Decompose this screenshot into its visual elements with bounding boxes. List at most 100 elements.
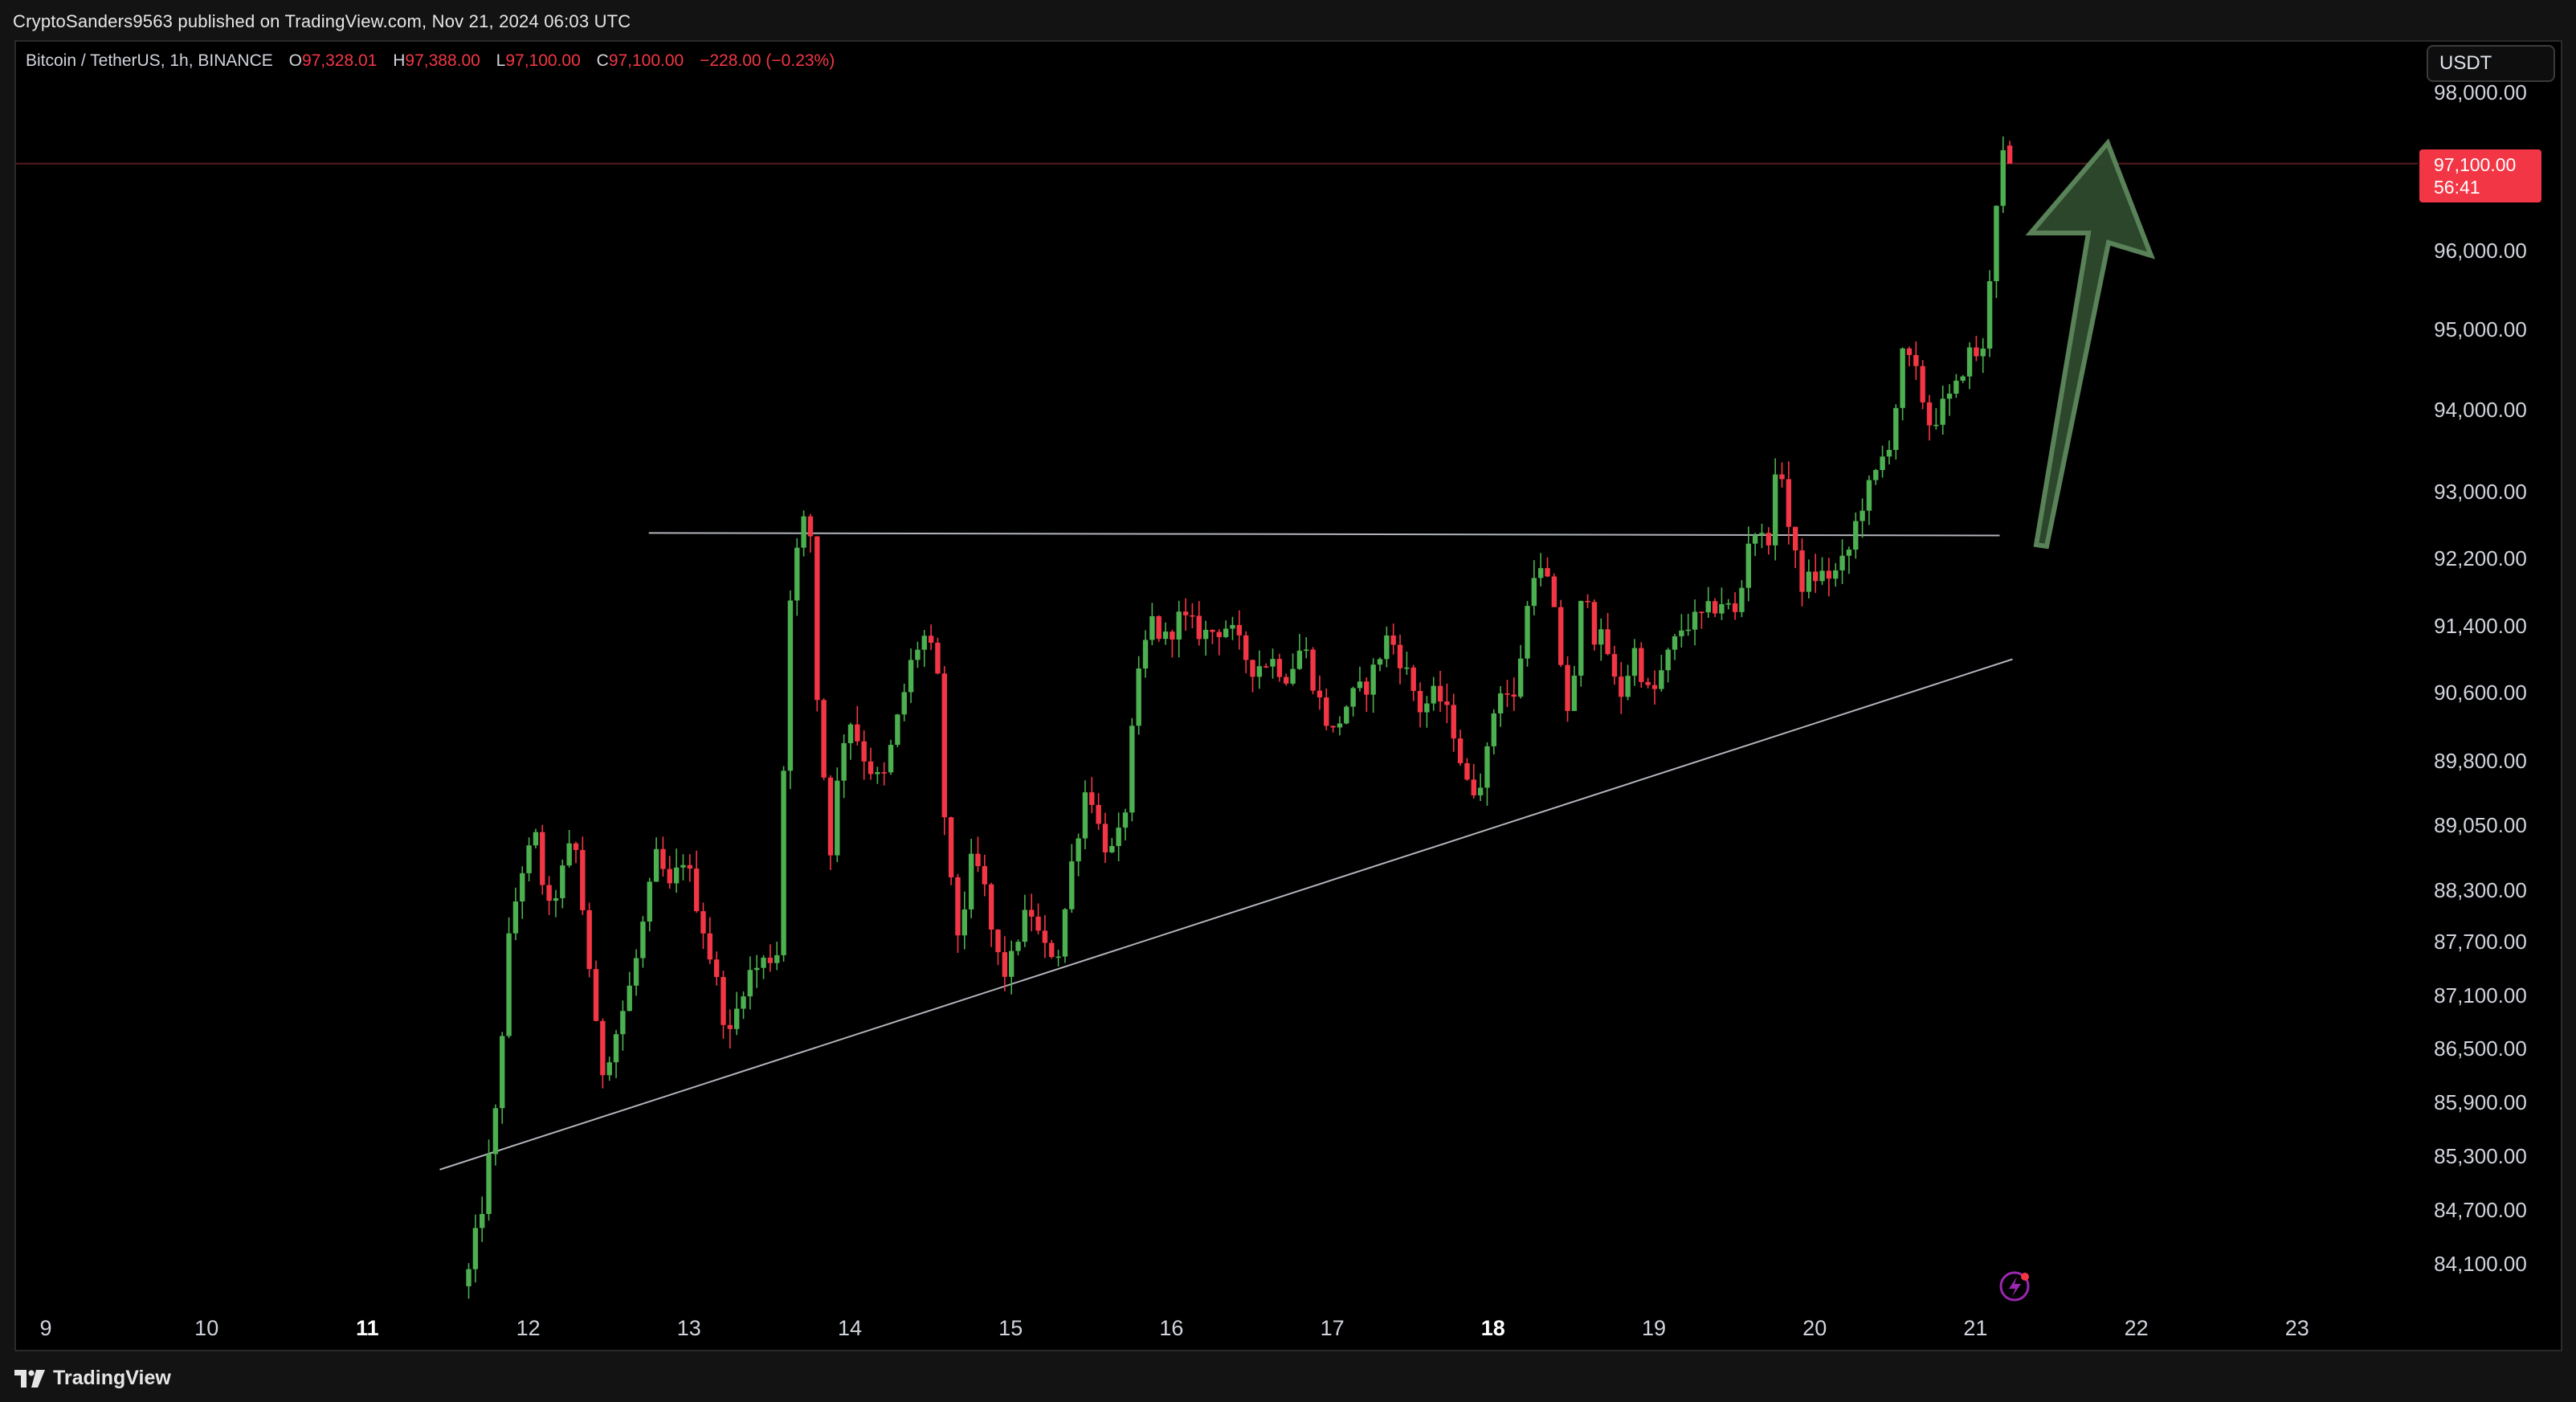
candle-body	[827, 777, 834, 856]
candle	[1256, 650, 1263, 689]
candle-body	[1752, 534, 1758, 544]
candle-body	[915, 649, 921, 660]
candle-body	[1692, 611, 1698, 630]
candle	[941, 666, 947, 836]
candle-body	[573, 843, 579, 850]
candle-body	[807, 516, 814, 537]
candle-body	[1069, 861, 1075, 909]
candle-body	[1712, 601, 1718, 614]
candle	[1109, 837, 1115, 853]
candle-body	[935, 642, 941, 674]
candle-body	[1457, 738, 1464, 763]
candle	[968, 838, 974, 918]
candle-body	[1651, 685, 1658, 689]
candle-body	[1866, 480, 1872, 511]
candle-body	[1625, 676, 1631, 697]
candle	[1076, 833, 1081, 877]
candle	[466, 1263, 472, 1299]
candle-body	[1659, 670, 1664, 689]
candle	[1846, 546, 1852, 574]
candle-body	[1350, 688, 1356, 707]
candle	[1304, 636, 1309, 659]
candle	[1216, 629, 1222, 656]
candle	[500, 1032, 505, 1124]
candle-body	[553, 897, 559, 901]
candle-body	[1276, 659, 1283, 677]
candle	[1397, 634, 1403, 685]
candle-body	[1846, 550, 1852, 556]
candle	[633, 949, 639, 996]
candle	[1665, 648, 1671, 683]
candle	[1772, 458, 1778, 561]
candle	[1833, 562, 1839, 587]
chart-pane[interactable]	[14, 40, 2562, 1351]
candle-body	[741, 996, 746, 1009]
candle	[747, 956, 753, 1010]
candle-body	[1619, 676, 1624, 697]
candle	[1619, 662, 1624, 714]
candle-body	[512, 901, 519, 934]
candle-body	[968, 853, 974, 909]
candle	[1149, 603, 1155, 646]
symbol-legend[interactable]: Bitcoin / TetherUS, 1h, BINANCE O97,328.…	[26, 51, 835, 71]
candle	[1900, 347, 1905, 421]
candle-body	[1792, 526, 1798, 551]
price-tick-label: 90,600.00	[2434, 681, 2527, 705]
candle-body	[754, 967, 760, 971]
candle	[1645, 677, 1651, 689]
candle	[1826, 558, 1832, 597]
candle	[1558, 599, 1564, 668]
date-tick-label: 20	[1802, 1316, 1827, 1340]
candle-body	[1357, 681, 1363, 689]
tradingview-brand[interactable]: TradingView	[14, 1367, 171, 1390]
candle-body	[1839, 555, 1845, 570]
candle-body	[1417, 690, 1423, 713]
candle	[1511, 677, 1517, 711]
candle-body	[1102, 824, 1108, 852]
candle	[640, 916, 646, 968]
up-arrow-annotation	[2025, 138, 2156, 550]
candle	[794, 538, 800, 616]
candle	[1471, 763, 1476, 799]
candle	[1370, 658, 1376, 713]
candle	[660, 836, 666, 877]
candle-body	[727, 1024, 733, 1029]
candle	[1082, 780, 1088, 850]
candle-body	[647, 881, 652, 922]
candle	[1651, 670, 1658, 705]
candle-body	[1759, 533, 1765, 535]
candle	[1866, 475, 1872, 525]
candle-body	[747, 970, 753, 997]
candle-body	[733, 1008, 740, 1029]
candle-body	[1015, 942, 1021, 951]
price-tick-label: 85,300.00	[2434, 1144, 2527, 1168]
candle	[1270, 648, 1276, 679]
candle-body	[1926, 402, 1933, 426]
candle-body	[908, 660, 914, 693]
candle-body	[1304, 649, 1309, 652]
candle	[1886, 440, 1892, 465]
candle-body	[1364, 681, 1370, 695]
candle-body	[586, 909, 592, 970]
candle-body	[1725, 603, 1731, 605]
candle	[1551, 573, 1557, 607]
candle	[673, 848, 680, 893]
candle	[767, 944, 774, 972]
candle	[821, 697, 827, 780]
currency-button[interactable]: USDT	[2427, 45, 2555, 82]
symbol-title[interactable]: Bitcoin / TetherUS, 1h, BINANCE	[26, 51, 273, 70]
candle-body	[888, 745, 894, 773]
candle-body	[1210, 629, 1215, 632]
alert-lightning-icon	[1999, 1271, 2030, 1302]
candle	[593, 960, 599, 1022]
candle-body	[901, 692, 907, 715]
candle	[1953, 374, 1959, 399]
candle-body	[1263, 666, 1269, 668]
candle-body	[1256, 666, 1263, 677]
candle	[1792, 526, 1798, 569]
candle-body	[1062, 909, 1068, 957]
candle-body	[1477, 787, 1484, 795]
candle	[1752, 533, 1758, 557]
candle-body	[1826, 570, 1832, 579]
